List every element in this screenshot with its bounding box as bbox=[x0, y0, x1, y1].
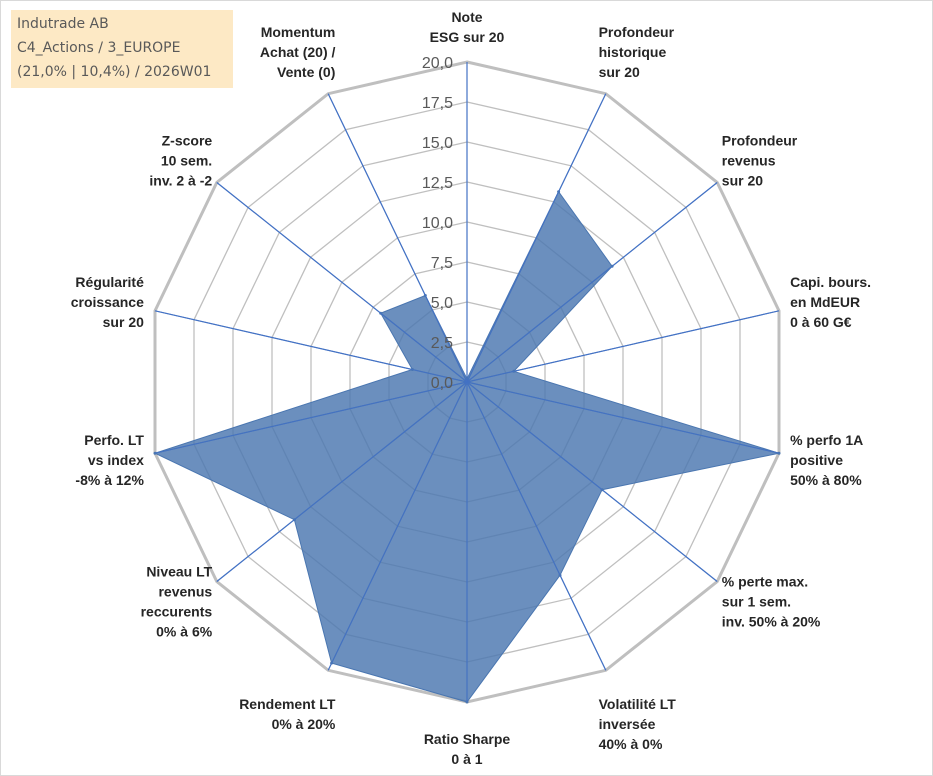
tick-label: 15,0 bbox=[422, 135, 453, 152]
performance-summary: (21,0% | 10,4%) / 2026W01 bbox=[17, 64, 212, 80]
stock-name: Indutrade AB bbox=[17, 16, 109, 32]
axis-label-line: Profondeur bbox=[722, 132, 798, 148]
axis-spoke-overlay bbox=[466, 381, 718, 582]
axis-spoke-overlay bbox=[466, 182, 718, 383]
axis-label-line: revenus bbox=[158, 584, 212, 600]
axis-label-line: Niveau LT bbox=[146, 564, 212, 580]
axis-label: Profondeur revenus sur 20 bbox=[722, 132, 798, 188]
axis-label-line: sur 1 sem. bbox=[722, 594, 791, 610]
axis-label-line: inv. 50% à 20% bbox=[722, 614, 821, 630]
axis-spoke-overlay bbox=[216, 182, 468, 383]
tick-label: 17,5 bbox=[422, 95, 453, 112]
tick-label: 12,5 bbox=[422, 175, 453, 192]
axis-label: Niveau LT revenus reccurents 0% à 6% bbox=[141, 564, 213, 640]
axis-label-line: Achat (20) / bbox=[260, 44, 336, 60]
axis-label-line: reccurents bbox=[141, 604, 213, 620]
axis-label-line: 0% à 6% bbox=[156, 624, 213, 640]
axis-label-line: revenus bbox=[722, 152, 776, 168]
axis-label-line: sur 20 bbox=[103, 314, 144, 330]
axis-label-line: 0 à 60 G€ bbox=[790, 314, 852, 330]
axis-spoke-overlay bbox=[154, 310, 468, 383]
axis-label-line: -8% à 12% bbox=[75, 472, 144, 488]
axis-spoke-overlay bbox=[327, 93, 468, 383]
axis-label-line: Note bbox=[451, 9, 482, 25]
tick-label: 7,5 bbox=[431, 255, 453, 272]
axis-label: Perfo. LT vs index -8% à 12% bbox=[75, 432, 144, 488]
category-path: C4_Actions / 3_EUROPE bbox=[17, 40, 181, 56]
axis-spoke-overlay bbox=[466, 93, 607, 383]
axis-label-line: sur 20 bbox=[599, 64, 640, 80]
axis-label-line: 0% à 20% bbox=[272, 716, 336, 732]
axis-label-line: 50% à 80% bbox=[790, 472, 862, 488]
tick-label: 0,0 bbox=[431, 375, 453, 392]
axis-label: Momentum Achat (20) / Vente (0) bbox=[260, 24, 336, 80]
axis-spoke-overlay bbox=[466, 381, 780, 454]
axis-label-line: ESG sur 20 bbox=[430, 29, 505, 45]
axis-label-line: inv. 2 à -2 bbox=[149, 172, 212, 188]
axis-label-line: en MdEUR bbox=[790, 294, 860, 310]
tick-label: 20,0 bbox=[422, 55, 453, 72]
axis-label-line: vs index bbox=[88, 452, 144, 468]
axis-label-line: inversée bbox=[599, 716, 656, 732]
tick-label: 2,5 bbox=[431, 335, 453, 352]
axis-label: Ratio Sharpe 0 à 1 bbox=[424, 731, 511, 767]
axis-label-line: Profondeur bbox=[599, 24, 675, 40]
radial-tick-labels: 0,0 2,5 5,0 7,5 10,0 12,5 15,0 17,5 20,0 bbox=[422, 55, 453, 392]
axis-label-line: Perfo. LT bbox=[84, 432, 144, 448]
axis-label-line: Volatilité LT bbox=[599, 696, 677, 712]
axis-label: Profondeur historique sur 20 bbox=[599, 24, 675, 80]
axis-label-line: Régularité bbox=[75, 274, 144, 290]
axis-label: Z-score 10 sem. inv. 2 à -2 bbox=[149, 132, 212, 188]
axis-label-line: 0 à 1 bbox=[451, 751, 482, 767]
axis-label-line: sur 20 bbox=[722, 172, 763, 188]
tick-label: 10,0 bbox=[422, 215, 453, 232]
axis-label: Volatilité LT inversée 40% à 0% bbox=[599, 696, 677, 752]
axis-label: Capi. bours. en MdEUR 0 à 60 G€ bbox=[790, 274, 871, 330]
axis-label-line: 10 sem. bbox=[161, 152, 212, 168]
axis-label: Note ESG sur 20 bbox=[430, 9, 505, 45]
axis-spoke-overlay bbox=[154, 381, 468, 454]
axis-label-line: historique bbox=[599, 44, 667, 60]
axis-label-line: Capi. bours. bbox=[790, 274, 871, 290]
radar-series bbox=[153, 62, 781, 704]
axis-label: Régularité croissance sur 20 bbox=[71, 274, 144, 330]
axis-label-line: positive bbox=[790, 452, 843, 468]
axis-labels: Note ESG sur 20 Profondeur historique sur 20… bbox=[71, 9, 871, 767]
axis-label: % perte max. sur 1 sem. inv. 50% à 20% bbox=[722, 574, 821, 630]
axis-label-line: Ratio Sharpe bbox=[424, 731, 511, 747]
axis-label: Rendement LT 0% à 20% bbox=[239, 696, 336, 732]
axis-label: % perfo 1A positive 50% à 80% bbox=[790, 432, 863, 488]
info-box: Indutrade AB C4_Actions / 3_EUROPE (21,0… bbox=[11, 10, 233, 88]
axis-label-line: Rendement LT bbox=[239, 696, 336, 712]
axis-label-line: Vente (0) bbox=[277, 64, 335, 80]
axis-spoke-overlay bbox=[466, 381, 607, 671]
axis-label-line: % perte max. bbox=[722, 574, 808, 590]
axis-label-line: Z-score bbox=[162, 132, 213, 148]
axis-label-line: croissance bbox=[71, 294, 144, 310]
axis-label-line: % perfo 1A bbox=[790, 432, 863, 448]
axis-spoke-overlay bbox=[327, 381, 468, 671]
tick-label: 5,0 bbox=[431, 295, 453, 312]
axis-label-line: Momentum bbox=[261, 24, 336, 40]
axis-label-line: 40% à 0% bbox=[599, 736, 663, 752]
axis-spoke-overlay bbox=[216, 381, 468, 582]
axis-spoke-overlay bbox=[466, 310, 780, 383]
